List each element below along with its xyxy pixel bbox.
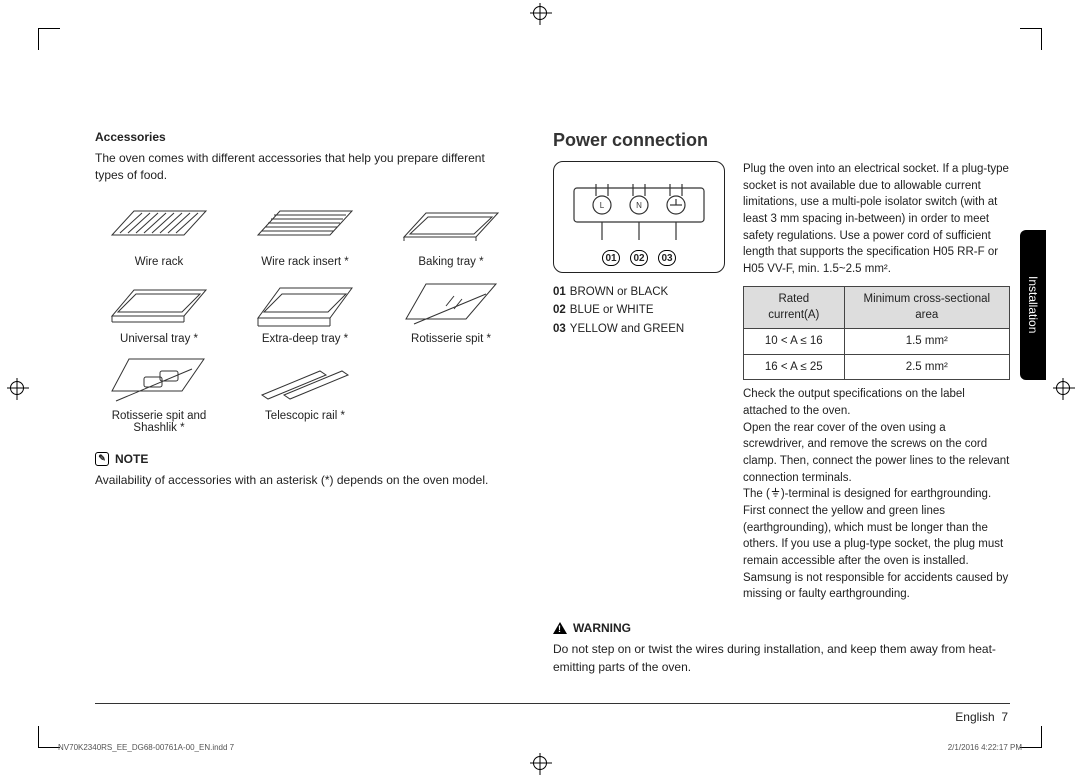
note-icon: ✎ [95, 452, 109, 466]
note-label: NOTE [115, 452, 148, 466]
side-tab-installation: Installation [1020, 230, 1046, 380]
legend-text: BLUE or WHITE [570, 304, 654, 316]
footer: English 7 [955, 710, 1008, 724]
universal-tray-icon [104, 274, 214, 329]
footer-meta-right: 2/1/2016 4:22:17 PM [948, 743, 1022, 752]
baking-tray-icon [396, 197, 506, 252]
footer-meta-left: NV70K2340RS_EE_DG68-00761A-00_EN.indd 7 [58, 743, 234, 752]
table-row: 10 < A ≤ 16 1.5 mm² [744, 329, 1010, 355]
power-para4: The ()-terminal is designed for earthgro… [743, 486, 1010, 603]
rotisserie-shashlik-icon [104, 351, 214, 406]
table-cell: 16 < A ≤ 25 [744, 354, 845, 380]
legend-num: 03 [553, 323, 566, 335]
spec-table: Rated current(A) Minimum cross-sectional… [743, 286, 1010, 381]
svg-text:L: L [600, 201, 605, 210]
accessory-label: Baking tray * [387, 256, 515, 268]
accessory-telescopic-rail: Telescopic rail * [241, 351, 369, 434]
legend-num: 02 [553, 304, 566, 316]
power-heading: Power connection [553, 130, 1010, 151]
table-cell: 2.5 mm² [844, 354, 1009, 380]
accessories-intro: The oven comes with different accessorie… [95, 150, 515, 185]
warning-icon [553, 622, 567, 634]
accessory-extra-deep-tray: Extra-deep tray * [241, 274, 369, 345]
svg-text:N: N [636, 201, 642, 210]
ground-icon [770, 487, 781, 498]
footer-page: 7 [1001, 710, 1008, 724]
wire-rack-icon [104, 197, 214, 252]
accessory-label: Rotisserie spit * [387, 333, 515, 345]
accessory-rotisserie-shashlik: Rotisserie spit and Shashlik * [95, 351, 223, 434]
legend-text: YELLOW and GREEN [570, 323, 684, 335]
accessory-label: Wire rack insert * [241, 256, 369, 268]
legend-text: BROWN or BLACK [570, 286, 668, 298]
wire-rack-insert-icon [250, 197, 360, 252]
diagram-marker-03: 03 [658, 250, 676, 266]
diagram-marker-02: 02 [630, 250, 648, 266]
accessory-label: Telescopic rail * [241, 410, 369, 422]
table-cell: 10 < A ≤ 16 [744, 329, 845, 355]
table-header: Rated current(A) [744, 286, 845, 328]
table-cell: 1.5 mm² [844, 329, 1009, 355]
accessories-heading: Accessories [95, 130, 515, 144]
rotisserie-spit-icon [396, 274, 506, 329]
accessory-universal-tray: Universal tray * [95, 274, 223, 345]
wire-legend: 01 BROWN or BLACK 02 BLUE or WHITE 03 YELLO… [553, 283, 725, 338]
terminal-block-icon: L N [564, 178, 714, 248]
accessory-baking-tray: Baking tray * [387, 197, 515, 268]
power-para1: Plug the oven into an electrical socket.… [743, 161, 1010, 278]
side-tab-label: Installation [1026, 276, 1040, 333]
diagram-marker-01: 01 [602, 250, 620, 266]
table-header: Minimum cross-sectional area [844, 286, 1009, 328]
accessory-label: Universal tray * [95, 333, 223, 345]
table-row: 16 < A ≤ 25 2.5 mm² [744, 354, 1010, 380]
accessory-label: Wire rack [95, 256, 223, 268]
accessory-label: Extra-deep tray * [241, 333, 369, 345]
accessories-grid: Wire rack Wire rack insert * [95, 197, 515, 434]
power-para2: Check the output specifications on the l… [743, 386, 1010, 419]
power-diagram: L N 01 02 03 [553, 161, 725, 273]
extra-deep-tray-icon [250, 274, 360, 329]
footer-lang: English [955, 710, 994, 724]
accessory-wire-rack-insert: Wire rack insert * [241, 197, 369, 268]
footer-rule [95, 703, 1010, 704]
accessory-wire-rack: Wire rack [95, 197, 223, 268]
legend-num: 01 [553, 286, 566, 298]
warning-text: Do not step on or twist the wires during… [553, 641, 1010, 676]
accessory-rotisserie-spit: Rotisserie spit * [387, 274, 515, 345]
warning-label: WARNING [573, 621, 631, 635]
accessory-label: Rotisserie spit and Shashlik * [95, 410, 223, 434]
power-para3: Open the rear cover of the oven using a … [743, 420, 1010, 487]
telescopic-rail-icon [250, 351, 360, 406]
note-text: Availability of accessories with an aste… [95, 472, 515, 489]
